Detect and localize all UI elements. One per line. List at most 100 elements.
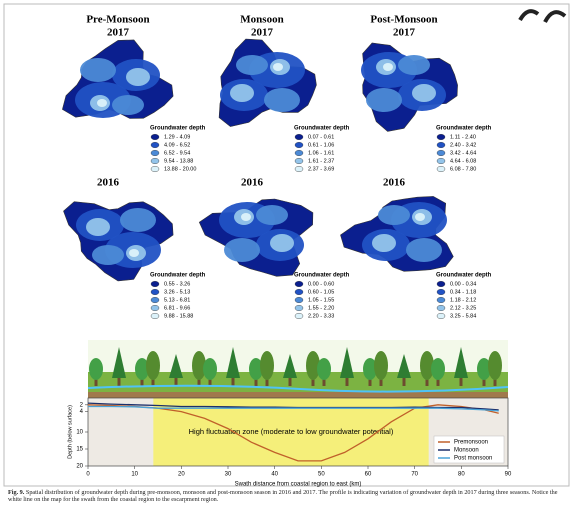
map	[199, 199, 313, 276]
map-zone	[412, 84, 436, 102]
legend-swatch	[295, 289, 303, 295]
x-tick-label: 60	[365, 472, 372, 478]
map-zone	[112, 95, 144, 115]
map-zone	[236, 55, 268, 75]
legend-label: 1.29 - 4.09	[164, 134, 190, 140]
legend-title: Groundwater depth	[294, 126, 350, 132]
legend-label: Monsoon	[454, 448, 479, 454]
legend-swatch	[295, 134, 303, 140]
map-zone	[86, 218, 110, 236]
legend-label: 0.55 - 3.26	[164, 281, 190, 287]
legend-swatch	[151, 289, 159, 295]
map-year: 2016	[383, 177, 406, 189]
legend-label: 1.05 - 1.55	[308, 297, 334, 303]
legend-swatch	[437, 142, 445, 148]
map	[341, 196, 454, 271]
map-title: Monsoon	[240, 14, 283, 26]
legend-title: Groundwater depth	[294, 273, 350, 279]
legend-label: 0.00 - 0.60	[308, 281, 334, 287]
map-zone	[129, 249, 139, 257]
tree	[146, 351, 160, 380]
x-tick-label: 90	[505, 472, 512, 478]
legend-swatch	[437, 150, 445, 156]
map-title: Pre-Monsoon	[86, 14, 149, 26]
tree	[260, 351, 274, 380]
map-zone	[97, 99, 107, 107]
legend-swatch	[151, 142, 159, 148]
tree	[431, 358, 445, 380]
soil	[88, 392, 508, 398]
legend-swatch	[295, 142, 303, 148]
legend-label: 6.08 - 7.80	[450, 166, 476, 172]
legend-label: 4.09 - 6.52	[164, 142, 190, 148]
legend-label: 2.40 - 3.42	[450, 142, 476, 148]
legend-swatch	[437, 313, 445, 319]
legend-title: Groundwater depth	[436, 126, 492, 132]
y-tick-label: 4	[80, 409, 84, 415]
zone-label: High fluctuation zone (moderate to low g…	[189, 427, 394, 436]
legend-label: Post monsoon	[454, 456, 492, 462]
legend-label: Premonsoon	[454, 440, 488, 446]
legend-label: 5.13 - 6.81	[164, 297, 190, 303]
legend-label: 0.00 - 0.34	[450, 281, 476, 287]
legend-title: Groundwater depth	[436, 273, 492, 279]
tree	[374, 351, 388, 380]
map-zone	[80, 58, 116, 82]
legend-label: 3.42 - 4.64	[450, 150, 476, 156]
map-zone	[241, 213, 251, 221]
legend-swatch	[437, 166, 445, 172]
tree	[203, 358, 217, 380]
map-year: 2016	[241, 177, 264, 189]
legend-swatch	[437, 134, 445, 140]
x-tick-label: 0	[86, 472, 90, 478]
map-zone	[120, 208, 156, 232]
caption-text: Spatial distribution of groundwater dept…	[8, 489, 557, 503]
map	[219, 39, 316, 127]
map-zone	[270, 234, 294, 252]
map-year: 2016	[97, 177, 120, 189]
legend-swatch	[151, 305, 159, 311]
legend-label: 6.52 - 9.54	[164, 150, 190, 156]
legend-label: 4.64 - 6.08	[450, 158, 476, 164]
x-tick-label: 40	[271, 472, 278, 478]
map-year: 2017	[107, 27, 130, 39]
legend-swatch	[437, 281, 445, 287]
x-axis-label: Swath distance from coastal region to ea…	[235, 482, 362, 488]
legend-label: 0.60 - 1.05	[308, 289, 334, 295]
legend-swatch	[295, 313, 303, 319]
legend-swatch	[151, 281, 159, 287]
legend-label: 2.12 - 3.25	[450, 305, 476, 311]
legend-label: 6.81 - 9.66	[164, 305, 190, 311]
map	[64, 202, 174, 281]
legend-swatch	[295, 158, 303, 164]
legend-swatch	[151, 158, 159, 164]
map-zone	[378, 205, 410, 225]
legend-label: 2.37 - 3.69	[308, 166, 334, 172]
legend-swatch	[437, 297, 445, 303]
legend-swatch	[437, 289, 445, 295]
legend-label: 13.88 - 20.00	[164, 166, 196, 172]
legend-swatch	[295, 281, 303, 287]
legend-label: 3.26 - 5.13	[164, 289, 190, 295]
map-zone	[126, 68, 150, 86]
map-zone	[372, 234, 396, 252]
legend-swatch	[151, 134, 159, 140]
x-tick-label: 30	[225, 472, 232, 478]
map-title: Post-Monsoon	[370, 14, 437, 26]
legend-title: Groundwater depth	[150, 273, 206, 279]
corner-icon	[520, 11, 565, 22]
map	[361, 43, 458, 131]
y-tick-label: 20	[76, 464, 83, 470]
tree	[89, 358, 103, 380]
x-tick-label: 10	[131, 472, 138, 478]
legend-title: Groundwater depth	[150, 126, 206, 132]
tree	[488, 351, 502, 380]
map-year: 2017	[393, 27, 416, 39]
y-tick-label: 10	[76, 430, 83, 436]
map-zone	[256, 205, 288, 225]
x-tick-label: 50	[318, 472, 325, 478]
x-tick-label: 70	[411, 472, 418, 478]
map-zone	[273, 63, 283, 71]
legend-swatch	[295, 150, 303, 156]
